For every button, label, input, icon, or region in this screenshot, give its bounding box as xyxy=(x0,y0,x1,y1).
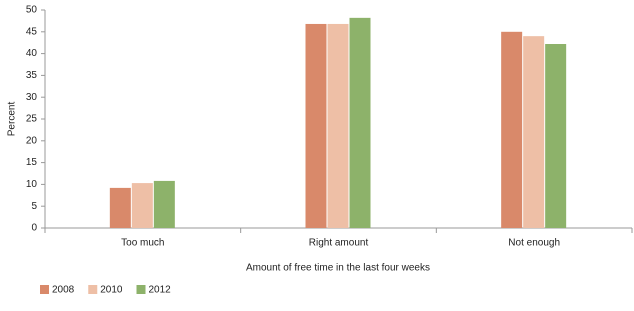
legend-swatch xyxy=(88,285,98,294)
y-tick-label: 10 xyxy=(26,179,38,190)
y-tick-label: 50 xyxy=(26,5,38,16)
bar xyxy=(349,17,371,229)
y-tick-label: 45 xyxy=(26,26,38,37)
legend-swatch xyxy=(136,285,146,294)
legend-label: 2008 xyxy=(52,285,75,296)
x-tick-label: Too much xyxy=(121,238,164,249)
legend-label: 2010 xyxy=(100,285,123,296)
y-tick-label: 35 xyxy=(26,70,38,81)
y-tick-label: 25 xyxy=(26,114,38,125)
legend-label: 2012 xyxy=(149,285,172,296)
y-axis-title: Percent xyxy=(7,102,18,137)
y-tick-label: 20 xyxy=(26,135,38,146)
y-tick-label: 30 xyxy=(26,92,38,103)
y-tick-label: 15 xyxy=(26,157,38,168)
x-tick-label: Right amount xyxy=(309,238,369,249)
bar xyxy=(131,183,153,228)
x-axis-title: Amount of free time in the last four wee… xyxy=(246,263,430,274)
bar xyxy=(153,180,175,228)
y-tick-label: 5 xyxy=(31,201,37,212)
legend-swatch xyxy=(40,285,49,294)
bar xyxy=(501,31,523,228)
bar xyxy=(545,44,567,229)
bar xyxy=(327,23,349,229)
bar xyxy=(523,36,545,228)
bar xyxy=(109,187,131,228)
y-tick-label: 40 xyxy=(26,48,38,59)
bar xyxy=(305,23,327,229)
x-tick-label: Not enough xyxy=(508,238,560,249)
y-tick-label: 0 xyxy=(31,223,37,234)
